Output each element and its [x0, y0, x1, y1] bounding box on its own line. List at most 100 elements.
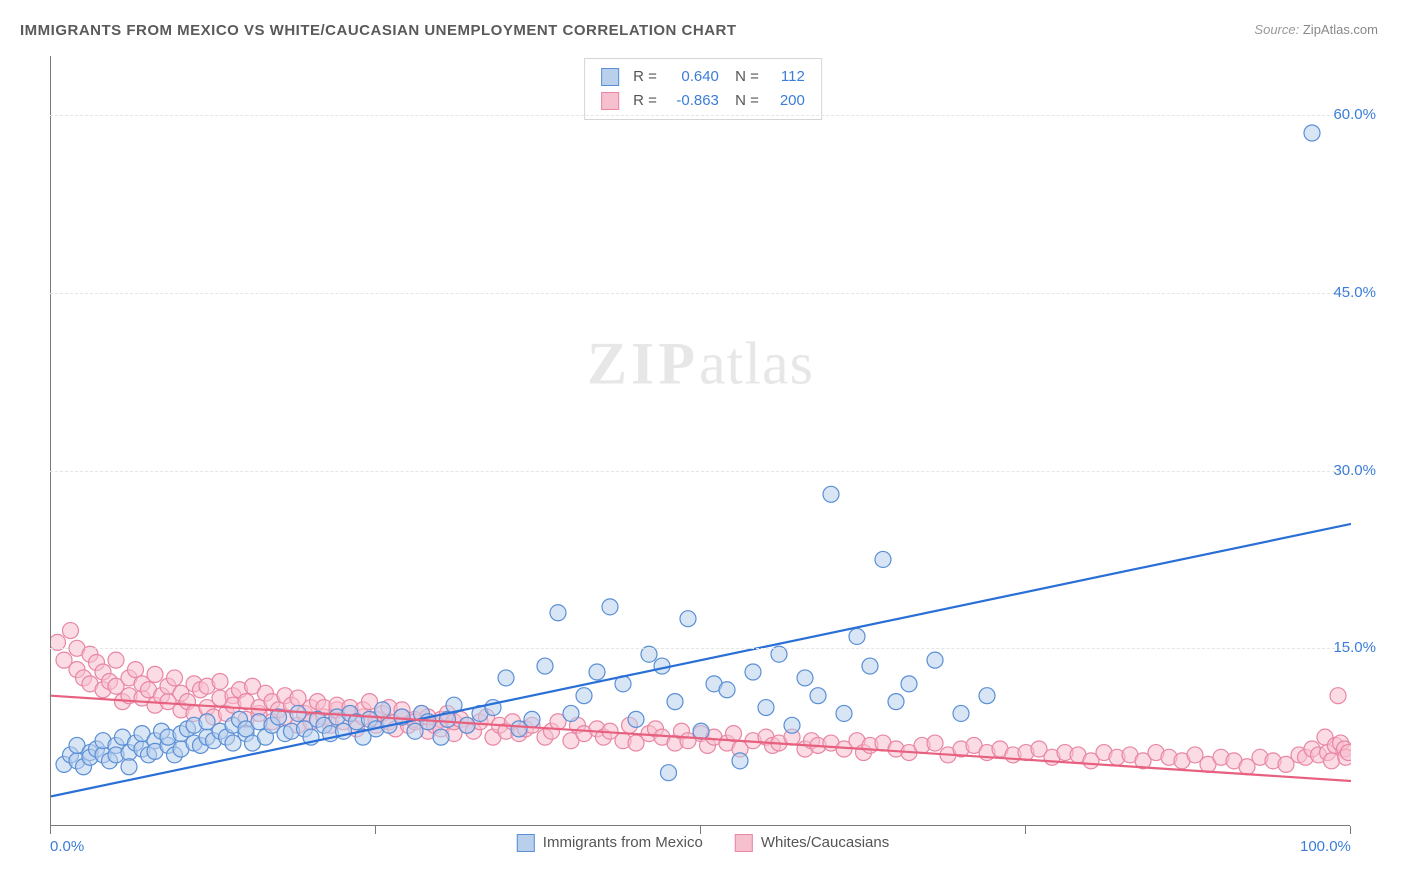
data-point — [1239, 759, 1255, 775]
data-point — [797, 741, 813, 757]
swatch-mexico — [601, 68, 619, 86]
data-point — [1109, 749, 1125, 765]
data-point — [524, 717, 540, 733]
swatch-white-icon — [735, 834, 753, 852]
data-point — [492, 717, 508, 733]
data-point — [368, 711, 384, 727]
data-point — [1278, 756, 1294, 772]
data-point — [810, 688, 826, 704]
data-point — [940, 747, 956, 763]
data-point — [550, 605, 566, 621]
data-point — [1304, 125, 1320, 141]
data-point — [115, 729, 131, 745]
data-point — [108, 678, 124, 694]
data-point — [82, 745, 98, 761]
data-point — [433, 721, 449, 737]
data-point — [297, 721, 313, 737]
data-point — [310, 711, 326, 727]
data-point — [368, 717, 384, 733]
data-point — [901, 745, 917, 761]
swatch-white — [601, 92, 619, 110]
data-point — [394, 709, 410, 725]
data-point — [251, 714, 267, 730]
data-point — [979, 745, 995, 761]
data-point — [1317, 729, 1333, 745]
data-point — [563, 733, 579, 749]
regression-line — [51, 524, 1351, 796]
data-point — [628, 711, 644, 727]
ytick-label: 45.0% — [1333, 284, 1376, 301]
data-point — [563, 705, 579, 721]
gridline — [50, 471, 1350, 472]
data-point — [589, 664, 605, 680]
data-point — [706, 676, 722, 692]
data-point — [966, 737, 982, 753]
data-point — [667, 694, 683, 710]
data-point — [69, 753, 85, 769]
xtick — [1025, 826, 1026, 834]
data-point — [1213, 749, 1229, 765]
data-point — [225, 688, 241, 704]
gridline — [50, 293, 1350, 294]
data-point — [277, 726, 293, 742]
data-point — [407, 711, 423, 727]
data-point — [290, 717, 306, 733]
data-point — [102, 753, 118, 769]
data-point — [303, 700, 319, 716]
data-point — [1311, 747, 1327, 763]
xtick-label: 0.0% — [50, 838, 84, 855]
data-point — [615, 733, 631, 749]
data-point — [732, 741, 748, 757]
data-point — [570, 717, 586, 733]
chart-svg — [51, 56, 1351, 826]
data-point — [160, 729, 176, 745]
legend-item-mexico: Immigrants from Mexico — [517, 834, 703, 852]
data-point — [323, 726, 339, 742]
data-point — [342, 700, 358, 716]
data-point — [89, 741, 105, 757]
data-point — [654, 729, 670, 745]
data-point — [1338, 749, 1351, 765]
data-point — [128, 735, 144, 751]
data-point — [225, 735, 241, 751]
data-point — [108, 747, 124, 763]
data-point — [576, 726, 592, 742]
data-point — [160, 737, 176, 753]
data-point — [765, 737, 781, 753]
data-point — [186, 717, 202, 733]
data-point — [63, 623, 79, 639]
data-point — [1018, 745, 1034, 761]
data-point — [1005, 747, 1021, 763]
data-point — [108, 737, 124, 753]
data-point — [173, 702, 189, 718]
data-point — [479, 709, 495, 725]
data-point — [654, 658, 670, 674]
data-point — [323, 717, 339, 733]
data-point — [862, 658, 878, 674]
data-point — [979, 688, 995, 704]
data-point — [628, 735, 644, 751]
data-point — [485, 700, 501, 716]
data-point — [414, 705, 430, 721]
watermark-atlas: atlas — [699, 330, 814, 396]
data-point — [1122, 747, 1138, 763]
data-point — [810, 737, 826, 753]
data-point — [381, 717, 397, 733]
legend-label-mexico: Immigrants from Mexico — [543, 834, 703, 851]
data-point — [537, 658, 553, 674]
stats-legend: R = 0.640 N = 112 R = -0.863 N = 200 — [584, 58, 822, 120]
data-point — [518, 721, 534, 737]
data-point — [459, 717, 475, 733]
data-point — [420, 723, 436, 739]
data-point — [589, 721, 605, 737]
plot-area: ZIPatlas — [50, 56, 1350, 826]
data-point — [1324, 753, 1340, 769]
n-value-mexico: 112 — [765, 65, 805, 89]
data-point — [349, 721, 365, 737]
data-point — [875, 735, 891, 751]
data-point — [316, 709, 332, 725]
data-point — [186, 735, 202, 751]
data-point — [1187, 747, 1203, 763]
data-point — [680, 611, 696, 627]
data-point — [849, 733, 865, 749]
